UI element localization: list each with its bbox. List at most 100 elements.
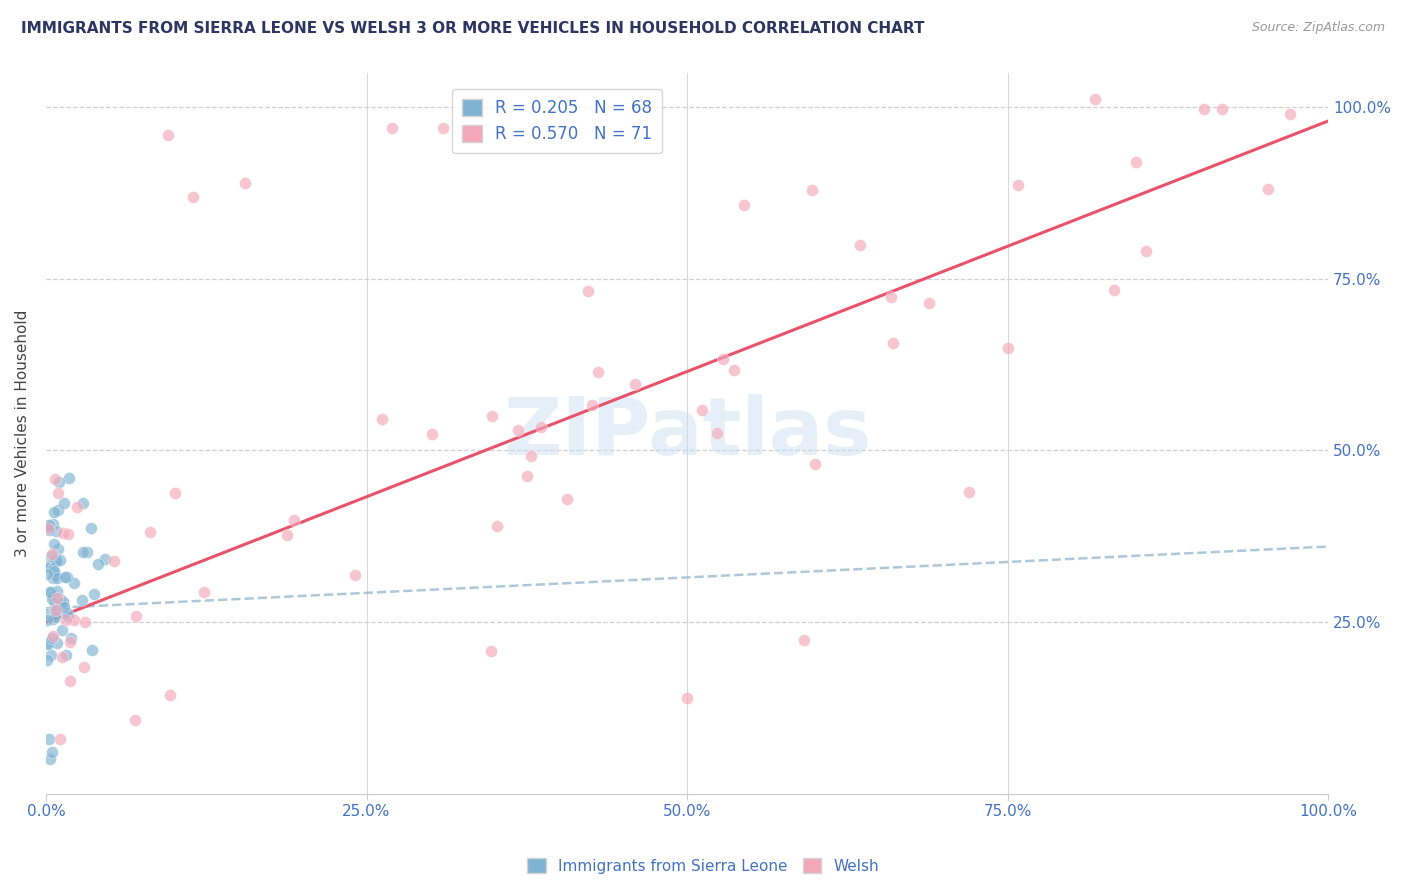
Point (39, 559, 62, 574)
Point (420, 427, 443, 442)
Point (82, 642, 104, 657)
Point (58, 527, 80, 541)
Point (48, 475, 70, 490)
Point (706, 425, 728, 440)
Point (52, 595, 75, 609)
Point (479, 644, 502, 658)
Point (690, 403, 713, 417)
Point (51, 650, 73, 665)
Point (55, 648, 77, 662)
Point (46, 503, 69, 517)
Point (76, 545, 98, 559)
Y-axis label: 3 or more Vehicles in Household: 3 or more Vehicles in Household (15, 310, 30, 557)
Point (44, 568, 66, 582)
Point (1104, 283, 1126, 297)
Point (46, 584, 69, 599)
Point (1125, 155, 1147, 169)
Point (233, 176, 256, 190)
Point (52, 595, 75, 609)
Point (46, 571, 69, 585)
Point (371, 412, 394, 426)
Point (508, 423, 530, 437)
Point (44, 565, 66, 579)
Point (793, 633, 815, 648)
Point (41, 631, 63, 645)
Point (38, 519, 60, 533)
Point (39, 585, 62, 599)
Point (41, 547, 63, 561)
Point (39, 648, 62, 662)
Point (60, 631, 83, 645)
Point (1135, 244, 1157, 258)
Point (1278, 107, 1301, 121)
Point (72, 545, 94, 559)
Point (52, 496, 75, 510)
Point (45, 554, 67, 568)
Point (35, 558, 58, 573)
Point (44, 537, 66, 551)
Point (62, 613, 84, 627)
Point (45, 554, 67, 568)
Point (1084, 92, 1107, 106)
Point (56, 606, 79, 620)
Point (58, 608, 80, 623)
Point (581, 398, 603, 412)
Text: ZIPatlas: ZIPatlas (503, 394, 872, 472)
Point (183, 189, 205, 203)
Point (86, 557, 108, 571)
Point (83, 587, 105, 601)
Point (516, 468, 538, 483)
Point (957, 484, 980, 499)
Point (53, 570, 76, 584)
Point (42, 562, 65, 576)
Text: Source: ZipAtlas.com: Source: ZipAtlas.com (1251, 21, 1385, 34)
Legend: Immigrants from Sierra Leone, Welsh: Immigrants from Sierra Leone, Welsh (522, 852, 884, 880)
Point (45, 636, 67, 650)
Point (624, 376, 647, 391)
Point (38, 518, 60, 533)
Point (39, 585, 62, 599)
Point (1007, 178, 1029, 193)
Point (997, 341, 1019, 355)
Point (48, 732, 70, 747)
Point (882, 335, 904, 350)
Point (93, 552, 115, 566)
Point (1257, 182, 1279, 196)
Point (58, 471, 80, 485)
Point (163, 486, 186, 500)
Point (39, 549, 62, 563)
Point (711, 351, 734, 366)
Point (63, 575, 86, 590)
Point (485, 519, 508, 533)
Point (51, 596, 73, 610)
Point (344, 568, 367, 582)
Point (75, 615, 97, 630)
Point (125, 608, 148, 623)
Point (49, 592, 72, 607)
Point (880, 290, 903, 304)
Point (37, 636, 59, 650)
Point (723, 363, 745, 377)
Point (42, 571, 65, 585)
Point (1211, 102, 1233, 116)
Point (46, 541, 69, 556)
Point (44, 505, 66, 519)
Point (55, 570, 77, 584)
Point (103, 554, 125, 568)
Point (1194, 102, 1216, 116)
Point (49, 553, 72, 567)
Point (804, 457, 827, 471)
Point (41, 629, 63, 643)
Point (37, 521, 59, 535)
Point (53, 600, 76, 615)
Point (35, 607, 58, 622)
Point (555, 491, 578, 506)
Point (59, 674, 82, 689)
Point (72, 496, 94, 510)
Point (45, 603, 67, 617)
Point (156, 128, 179, 142)
Point (520, 449, 543, 463)
Point (193, 584, 215, 599)
Point (51, 623, 73, 637)
Point (676, 690, 699, 705)
